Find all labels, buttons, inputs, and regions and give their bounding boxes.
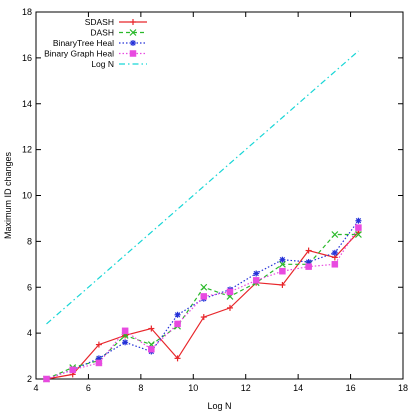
data-point-binarytree-heal [122,339,129,346]
legend-marker [129,29,137,36]
legend-marker [130,40,136,46]
x-tick-label: 4 [33,383,38,393]
data-point-sdash [148,325,155,332]
data-point-binary-graph-heal [252,277,260,284]
x-tick-label: 16 [346,383,356,393]
x-axis-label: Log N [207,401,231,411]
data-point-binary-graph-heal [148,345,155,353]
data-point-sdash [226,304,233,311]
legend-label: DASH [90,28,114,38]
x-tick-label: 14 [293,383,303,393]
data-point-binarytree-heal [355,217,362,224]
y-tick-label: 10 [22,191,32,201]
series-lines [43,50,362,383]
series-line-dash [46,233,359,380]
data-point-sdash [95,341,102,348]
data-point-binary-graph-heal [121,327,129,335]
data-point-binarytree-heal [253,270,260,277]
series-line-log-n [46,50,359,325]
data-point-binary-graph-heal [69,366,76,374]
y-tick-label: 8 [27,236,32,246]
x-tick-label: 12 [241,383,251,393]
series-sdash [43,229,362,382]
legend-marker [129,50,137,57]
legend-item-binarytree-heal: BinaryTree Heal [53,38,147,48]
data-point-binary-graph-heal [200,293,208,300]
y-tick-label: 18 [22,7,32,17]
x-tick-label: 8 [138,383,143,393]
data-point-binary-graph-heal [279,267,286,275]
data-point-binarytree-heal [331,249,338,256]
data-point-binary-graph-heal [43,375,50,383]
series-dash [43,231,362,383]
legend-label: Log N [91,59,114,69]
data-point-binarytree-heal [279,256,286,263]
legend-label: SDASH [85,17,114,27]
data-point-sdash [200,314,207,321]
data-point-binary-graph-heal [95,359,103,367]
legend-item-binary-graph-heal: Binary Graph Heal [44,49,147,59]
series-binarytree-heal [43,217,362,382]
legend-item-sdash: SDASH [85,17,147,27]
x-tick-label: 18 [398,383,408,393]
data-point-sdash [174,355,181,362]
legend-label: BinaryTree Heal [53,38,114,48]
data-point-sdash [279,281,286,288]
series-log-n [46,50,359,325]
legend-item-log-n: Log N [91,59,147,69]
data-point-sdash [305,247,312,254]
data-point-binary-graph-heal [226,288,234,296]
x-tick-label: 6 [86,383,91,393]
y-tick-label: 2 [27,374,32,384]
legend-label: Binary Graph Heal [44,49,114,59]
series-binary-graph-heal [43,224,362,383]
data-point-binary-graph-heal [331,261,339,268]
y-tick-label: 14 [22,99,32,109]
x-tick-label: 10 [188,383,198,393]
data-point-binary-graph-heal [355,224,362,231]
y-axis-label: Maximum ID changes [3,151,13,239]
data-point-binary-graph-heal [174,320,181,328]
legend-item-dash: DASH [90,28,147,38]
data-point-dash [355,231,362,238]
y-tick-label: 6 [27,282,32,292]
data-point-dash [278,260,286,268]
data-point-binary-graph-heal [305,263,312,270]
data-point-dash [200,283,208,291]
data-point-binarytree-heal [174,311,181,318]
y-tick-label: 4 [27,328,32,338]
series-line-sdash [46,231,359,380]
y-tick-label: 12 [22,145,32,155]
y-tick-label: 16 [22,53,32,63]
legend-marker [130,19,136,25]
data-point-dash [331,231,339,238]
